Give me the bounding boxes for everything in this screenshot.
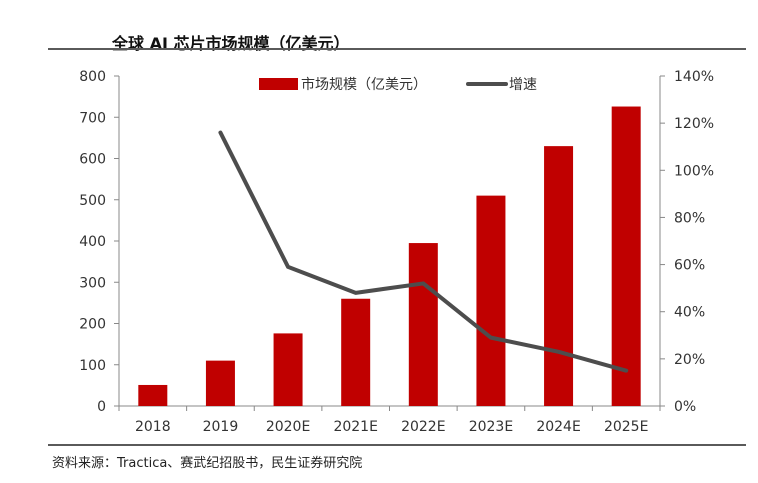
bar-2021E <box>341 298 371 406</box>
right-tick-label: 20% <box>674 352 705 368</box>
growth-point-2020E <box>287 266 289 268</box>
bar-2025E <box>611 106 641 407</box>
left-tick-label: 300 <box>79 275 106 291</box>
bar-2022E <box>408 243 438 406</box>
x-tick-label: 2024E <box>536 419 580 435</box>
growth-point-2019 <box>219 132 221 134</box>
left-tick-label: 200 <box>79 317 106 333</box>
x-tick-label: 2021E <box>333 419 377 435</box>
growth-point-2021E <box>355 292 357 294</box>
growth-point-2025E <box>625 370 627 372</box>
right-tick-label: 40% <box>674 305 705 321</box>
x-tick-label: 2020E <box>266 419 310 435</box>
line-series <box>218 130 629 373</box>
right-tick-label: 120% <box>674 116 714 132</box>
left-tick-label: 0 <box>97 399 106 415</box>
growth-point-2024E <box>558 351 560 353</box>
right-tick-label: 80% <box>674 210 705 226</box>
left-tick-label: 800 <box>79 69 106 85</box>
source-note: 资料来源：Tractica、赛武纪招股书，民生证券研究院 <box>52 456 363 471</box>
x-tick-label: 2025E <box>604 419 648 435</box>
growth-point-2022E <box>422 282 424 284</box>
left-tick-label: 400 <box>79 234 106 250</box>
x-tick-label: 2019 <box>203 419 239 435</box>
bar-2020E <box>273 333 303 406</box>
legend-bar-swatch <box>259 78 298 90</box>
right-tick-label: 140% <box>674 69 714 85</box>
growth-point-2023E <box>490 337 492 339</box>
legend-bar-label: 市场规模（亿美元） <box>301 76 427 93</box>
footer-rule <box>48 444 746 446</box>
left-tick-label: 600 <box>79 152 106 168</box>
bar-2019 <box>205 360 235 406</box>
right-tick-label: 60% <box>674 258 705 274</box>
tick-labels: 0 100 200 300 400 500 600 700 800 0% 20% 40% 60% 80% 1… <box>79 69 714 435</box>
bar-2024E <box>544 146 574 406</box>
x-tick-label: 2018 <box>135 419 171 435</box>
x-tick-label: 2023E <box>469 419 513 435</box>
bar-2018 <box>138 384 168 406</box>
bar-series <box>138 106 641 407</box>
left-tick-label: 500 <box>79 193 106 209</box>
left-tick-label: 700 <box>79 110 106 126</box>
title-rule <box>48 48 746 50</box>
x-tick-label: 2022E <box>401 419 445 435</box>
left-tick-label: 100 <box>79 358 106 374</box>
axes <box>114 75 665 411</box>
legend-line-label: 增速 <box>509 77 537 93</box>
right-tick-label: 100% <box>674 163 714 179</box>
right-tick-label: 0% <box>674 399 696 415</box>
legend: 市场规模（亿美元） 增速 <box>259 76 537 93</box>
bar-2023E <box>476 195 506 406</box>
